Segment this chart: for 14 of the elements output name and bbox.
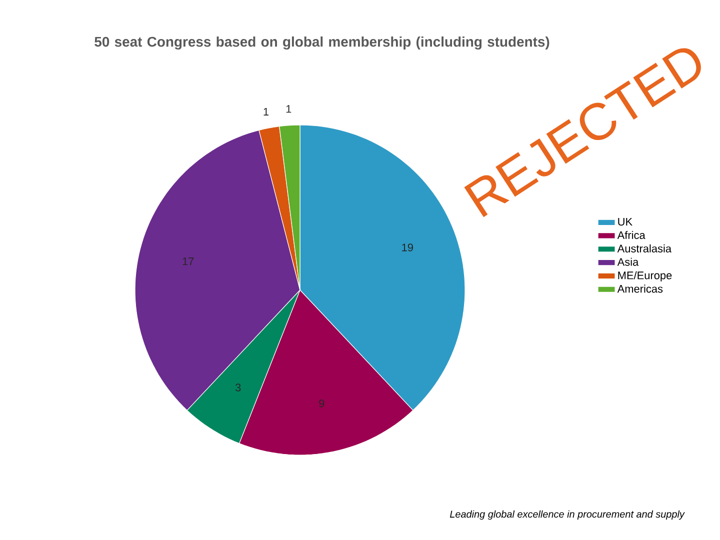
legend-label: Australasia (617, 244, 672, 252)
legend-label: Americas (617, 284, 663, 293)
chart-title: 50 seat Congress based on global membership (including students) (94, 36, 550, 50)
data-label: 9 (319, 400, 324, 408)
legend-label: ME/Europe (618, 271, 672, 282)
data-label: 19 (402, 244, 413, 252)
legend-label: Africa (617, 230, 646, 240)
text: Leading global excellence in procurement and supply (450, 510, 685, 520)
data-label: 17 (182, 258, 194, 266)
data-label: 1 (264, 108, 269, 116)
legend-label: Asia (617, 258, 639, 266)
legend-label: UK (618, 218, 632, 226)
data-label: 3 (235, 384, 241, 392)
data-label: 1 (286, 105, 292, 113)
